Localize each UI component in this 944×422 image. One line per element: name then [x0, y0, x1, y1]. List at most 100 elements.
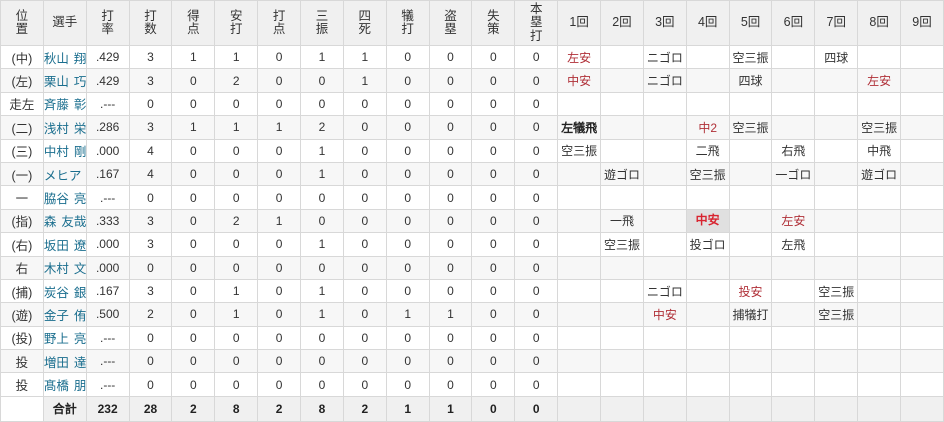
header-position-c1: 位	[15, 8, 29, 23]
inning-result-cell: 空三振	[814, 302, 859, 327]
stat-cell: 0	[300, 91, 344, 117]
inning-result-cell	[814, 349, 859, 374]
totals-inning-cell	[857, 395, 902, 422]
stat-cell: .---	[85, 325, 130, 351]
stat-cell: 0	[471, 185, 516, 210]
player-name-link[interactable]: 炭谷銀仁朗	[42, 278, 87, 304]
stat-cell: 0	[471, 372, 516, 397]
stat-cell: 0	[300, 325, 344, 351]
player-name-link[interactable]: 野上亮麿	[42, 325, 87, 351]
inning-result-cell	[557, 161, 602, 187]
stat-cell: 0	[428, 325, 473, 351]
inning-result-text: 捕犠打	[732, 307, 769, 322]
stat-cell: 3	[128, 68, 173, 93]
inning-result-cell	[728, 161, 773, 187]
player-name-link[interactable]: 森友哉	[42, 208, 87, 234]
inning-result-text: 空三振	[732, 50, 769, 65]
player-name-link[interactable]: 坂田遼	[42, 232, 87, 257]
inning-result-cell	[685, 68, 730, 93]
inning-result-text: 中安	[687, 210, 729, 232]
stat-cell: 0	[128, 349, 173, 374]
inning-result-cell	[771, 302, 816, 327]
player-name-link[interactable]: 栗山巧	[42, 68, 87, 93]
inning-result-text: 投ゴロ	[689, 237, 726, 252]
inning-result-cell	[771, 91, 816, 117]
stat-cell: 1	[300, 302, 344, 327]
player-name-link[interactable]: 髙橋朋己	[42, 372, 87, 397]
inning-result-cell: 空三振	[814, 278, 859, 304]
inning-result-text: 左安	[867, 74, 892, 89]
stat-cell: 0	[342, 232, 387, 257]
stat-cell: 0	[428, 278, 473, 304]
header-inning-5: 5回	[728, 0, 773, 46]
header-stat-errors-c2: 策	[487, 22, 500, 36]
stat-cell: .000	[85, 255, 130, 280]
table-row: (指) 森友哉 .333 3 0 2 1 0 0 0 0 0 0 一飛 中安 左安	[0, 208, 944, 234]
player-name-link[interactable]: 増田達至	[42, 349, 87, 374]
inning-result-cell	[857, 91, 902, 117]
totals-inning-cell	[771, 395, 816, 422]
stat-cell: 0	[128, 255, 173, 280]
header-stat-sacrifice: 犠 打	[385, 0, 430, 46]
inning-result-cell: 投安	[728, 278, 773, 304]
stat-cell: 0	[214, 91, 259, 117]
inning-result-cell: 遊ゴロ	[857, 161, 902, 187]
totals-stat-cell: 0	[471, 395, 516, 422]
totals-inning-cell	[900, 395, 944, 422]
stat-cell: 3	[128, 278, 173, 304]
player-given-name: 遼	[73, 238, 87, 253]
inning-result-cell	[771, 325, 816, 351]
inning-result-cell	[642, 372, 687, 397]
inning-result-cell	[771, 278, 816, 304]
inning-result-cell	[900, 278, 944, 304]
stat-cell: 0	[257, 68, 302, 93]
player-name-link[interactable]: 秋山翔吾	[42, 44, 87, 70]
stat-cell: 1	[214, 302, 259, 327]
inning-result-cell: 空三振	[557, 138, 602, 163]
player-position: 投	[0, 372, 44, 397]
header-stat-strikeouts: 三 振	[300, 0, 344, 46]
inning-result-cell	[814, 325, 859, 351]
inning-result-text: 投安	[738, 284, 763, 299]
totals-stat-cell: 232	[85, 395, 130, 422]
stat-cell: 0	[385, 91, 430, 117]
inning-result-cell	[642, 325, 687, 351]
inning-result-text: 空三振	[689, 167, 726, 182]
inning-result-cell: 左安	[771, 208, 816, 234]
inning-result-cell	[900, 91, 944, 117]
stat-cell: 0	[257, 232, 302, 257]
header-stat-steals: 盗 塁	[428, 0, 473, 46]
stat-cell: 1	[385, 302, 430, 327]
inning-result-cell	[900, 185, 944, 210]
inning-result-cell	[557, 325, 602, 351]
inning-result-cell	[642, 349, 687, 374]
stat-cell: 2	[214, 68, 259, 93]
stat-cell: 0	[342, 185, 387, 210]
player-name-link[interactable]: 脇谷亮太	[42, 185, 87, 210]
player-name-link[interactable]: メヒア	[42, 161, 87, 187]
stat-cell: 0	[514, 161, 559, 187]
stat-cell: 0	[428, 349, 473, 374]
stat-cell: 1	[171, 115, 216, 140]
header-stat-avg: 打 率	[85, 0, 130, 46]
stat-cell: 1	[171, 44, 216, 70]
player-family-name: 斉藤	[43, 98, 69, 113]
player-family-name: メヒア	[43, 168, 82, 183]
inning-result-cell	[557, 372, 602, 397]
stat-cell: 0	[471, 68, 516, 93]
player-name-link[interactable]: 斉藤彰吾	[42, 91, 87, 117]
inning-result-cell	[600, 302, 644, 327]
stat-cell: 0	[471, 208, 516, 234]
player-name-link[interactable]: 中村剛也	[42, 138, 87, 163]
player-name-link[interactable]: 木村文紀	[42, 255, 87, 280]
inning-result-cell	[814, 91, 859, 117]
inning-result-cell	[728, 91, 773, 117]
player-position: 一	[0, 185, 44, 210]
inning-result-cell	[728, 138, 773, 163]
player-name-link[interactable]: 浅村栄斗	[42, 115, 87, 140]
player-name-link[interactable]: 金子侑司	[42, 302, 87, 327]
inning-result-cell	[557, 208, 602, 234]
header-stat-hits-c2: 打	[229, 22, 243, 36]
